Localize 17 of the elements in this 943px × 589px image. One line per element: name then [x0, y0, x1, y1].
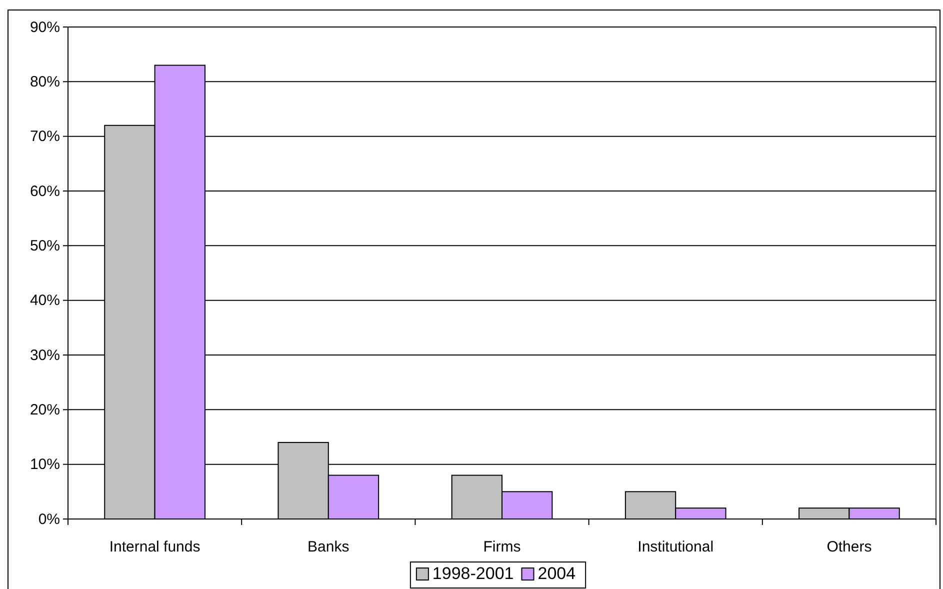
y-tick-label: 30% — [30, 346, 60, 364]
y-tick-label: 10% — [30, 456, 60, 474]
y-tick-label: 80% — [30, 73, 60, 90]
legend-label: 1998-2001 — [432, 564, 514, 583]
x-tick-label: Internal funds — [109, 538, 200, 556]
y-tick-label: 50% — [30, 237, 60, 254]
y-tick-label: 70% — [30, 128, 60, 146]
x-tick-label: Others — [826, 538, 872, 556]
x-tick-label: Firms — [483, 538, 521, 556]
y-tick-label: 90% — [30, 18, 60, 36]
y-tick-label: 0% — [38, 510, 60, 528]
y-tick-label: 20% — [30, 401, 60, 418]
legend-label: 2004 — [538, 564, 576, 583]
y-tick-label: 40% — [30, 292, 60, 310]
y-tick-label: 60% — [30, 182, 60, 200]
x-tick-label: Institutional — [638, 538, 714, 556]
x-tick-label: Banks — [308, 538, 350, 556]
